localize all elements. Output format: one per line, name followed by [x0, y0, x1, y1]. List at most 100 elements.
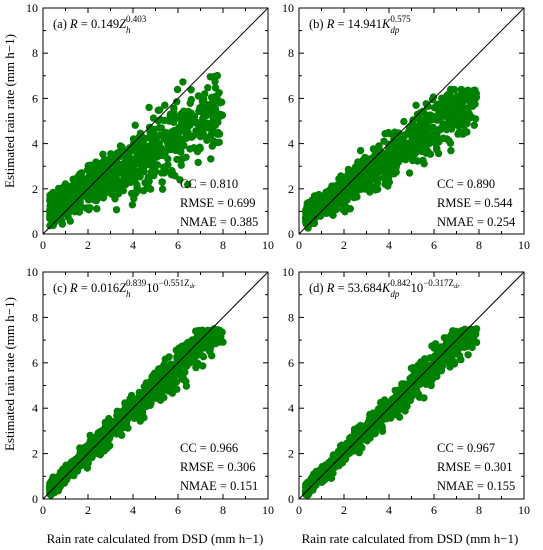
data-point [98, 429, 106, 438]
data-point [419, 116, 427, 125]
chart-panel-b: 00 2 2 4 4 6 6 8 8 10 10 (b) R = 14.941K0.575 dp CC =… [282, 1, 530, 252]
data-point [400, 117, 408, 126]
data-point [412, 101, 420, 110]
data-point [208, 142, 216, 150]
data-point [214, 128, 222, 137]
data-point [213, 326, 221, 334]
data-point [471, 93, 479, 102]
y-tick-label: 8 [32, 46, 38, 60]
data-point [194, 158, 202, 167]
data-point [177, 161, 185, 169]
data-point [172, 346, 180, 354]
data-point [196, 332, 204, 340]
data-point [400, 131, 409, 139]
data-point [129, 159, 137, 167]
data-point [160, 116, 169, 125]
data-point [154, 117, 163, 125]
x-tick-label: 2 [85, 238, 91, 252]
stat-cc: CC = 0.966 [180, 441, 238, 455]
y-tick-label: 10 [282, 1, 294, 15]
data-point [381, 130, 389, 138]
data-point [315, 193, 323, 201]
data-point [330, 184, 338, 192]
data-point [356, 146, 365, 155]
stat-nmae: NMAE = 0.151 [180, 479, 258, 493]
data-point [343, 439, 351, 447]
data-point [126, 401, 134, 409]
data-point [120, 176, 129, 184]
data-point [109, 179, 117, 187]
y-tick-label: 2 [32, 447, 38, 461]
x-tick-label: 6 [431, 238, 437, 252]
data-point [84, 161, 93, 170]
data-point [178, 375, 187, 383]
data-point [218, 111, 227, 119]
one-to-one-line [298, 271, 525, 500]
data-point [432, 354, 440, 362]
x-tick-label: 6 [175, 238, 181, 252]
x-tick-label: 8 [220, 503, 226, 517]
data-point [86, 189, 95, 197]
data-point [153, 373, 161, 381]
data-point [213, 335, 222, 343]
one-to-one-line [42, 271, 269, 500]
data-point [85, 167, 93, 175]
data-point [436, 345, 444, 354]
data-point [106, 168, 114, 176]
data-point [429, 93, 437, 101]
data-point [460, 339, 468, 347]
data-point [387, 413, 395, 421]
data-point [413, 157, 422, 165]
one-to-one-line [42, 7, 269, 235]
data-point [163, 146, 172, 154]
data-point [184, 128, 192, 136]
stat-cc: CC = 0.890 [437, 177, 495, 191]
data-point [181, 121, 189, 130]
data-point [173, 85, 182, 94]
data-point [85, 206, 93, 214]
data-point [192, 127, 200, 135]
data-point [204, 84, 212, 92]
stat-nmae: NMAE = 0.155 [437, 479, 515, 493]
x-axis-label-left: Rain rate calculated from DSD (mm h−1) [47, 531, 264, 546]
data-point [321, 197, 329, 205]
data-point [146, 394, 154, 403]
data-point [311, 481, 319, 490]
data-point [455, 352, 464, 360]
data-point [451, 358, 459, 366]
data-point [90, 196, 98, 204]
data-point [129, 135, 138, 143]
data-point [443, 334, 451, 342]
data-point [145, 103, 153, 112]
data-point [138, 154, 146, 162]
data-point [207, 155, 215, 163]
data-point [182, 153, 190, 161]
y-tick-label: 10 [26, 1, 38, 15]
data-point [366, 188, 374, 196]
data-point [131, 121, 139, 129]
data-point [390, 394, 399, 402]
data-point [46, 201, 55, 209]
panel-title: (b) R = 14.941K0.575 dp [309, 14, 411, 35]
data-point [316, 206, 324, 214]
data-point [190, 112, 199, 121]
data-point [211, 84, 220, 92]
data-point [87, 175, 96, 183]
stat-rmse: RMSE = 0.544 [437, 196, 513, 210]
data-point [124, 424, 132, 432]
data-point [150, 171, 158, 180]
data-point [119, 166, 127, 174]
data-point [420, 363, 429, 371]
data-point [93, 205, 101, 213]
data-point [114, 415, 122, 424]
data-point [197, 122, 205, 130]
data-point [112, 184, 121, 193]
y-tick-label: 2 [288, 182, 294, 196]
data-point [176, 176, 184, 184]
data-point [433, 144, 441, 153]
y-tick-label: 4 [288, 137, 294, 151]
data-point [461, 325, 469, 333]
data-point [144, 161, 152, 169]
